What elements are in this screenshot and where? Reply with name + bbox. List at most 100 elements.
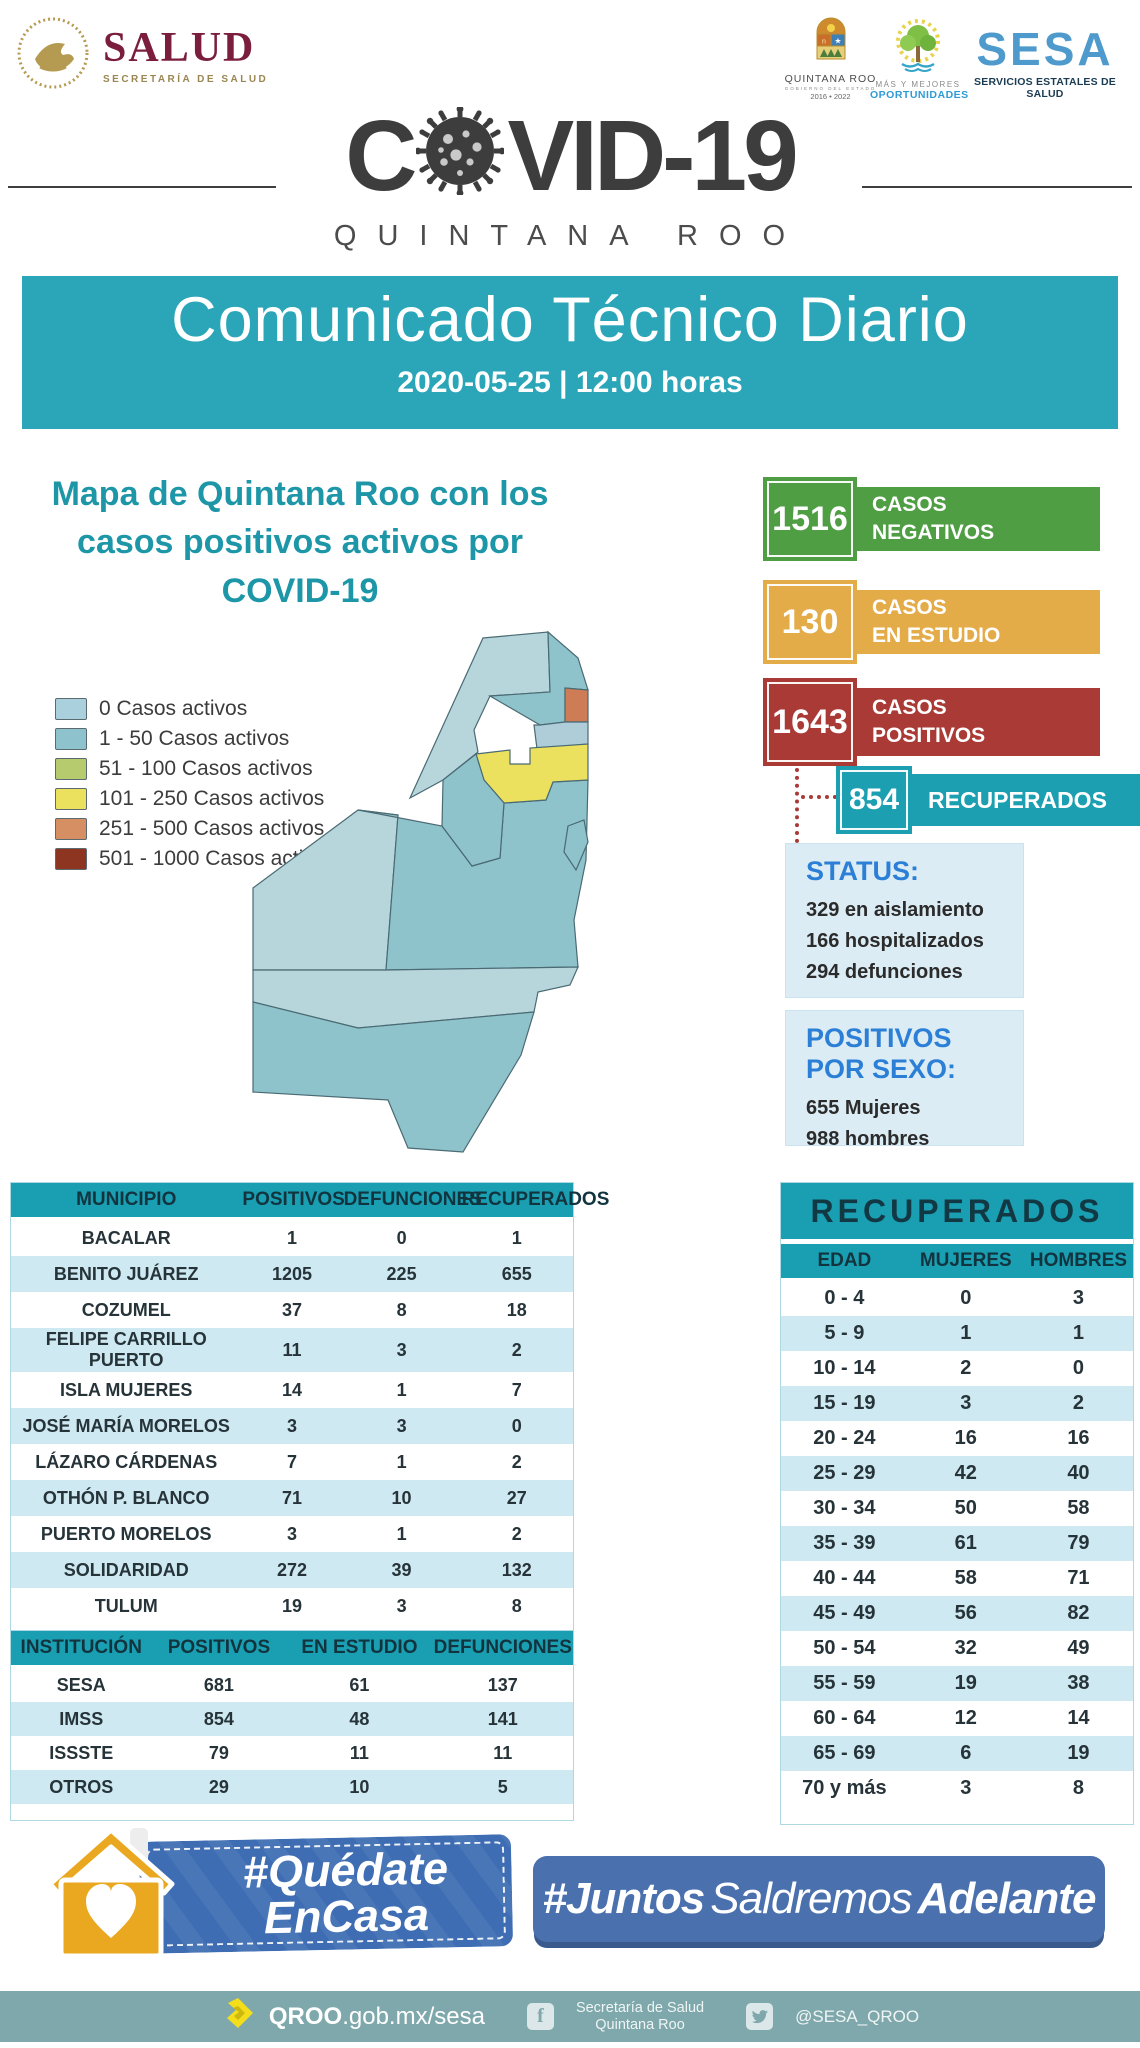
table-cell: 3 xyxy=(342,1408,461,1444)
table-cell: 0 xyxy=(460,1408,573,1444)
table-cell: OTROS xyxy=(11,1770,152,1804)
table-cell: 50 - 54 xyxy=(813,1637,876,1659)
crest-line3: 2016 • 2022 xyxy=(810,92,851,101)
casos-negativos-value: 1516 xyxy=(772,499,848,538)
table-cell: BENITO JUÁREZ xyxy=(11,1256,242,1292)
salud-title: SALUD xyxy=(103,24,256,71)
table-cell: 225 xyxy=(342,1256,461,1292)
table-cell: ISSSTE xyxy=(49,1742,114,1763)
legend-swatch xyxy=(55,728,87,750)
table-cell: LÁZARO CÁRDENAS xyxy=(35,1451,218,1472)
table-cell: 137 xyxy=(487,1674,518,1695)
table-row: SOLIDARIDAD 272 39 132 xyxy=(11,1552,573,1588)
table-cell: 1 xyxy=(396,1523,407,1544)
table-row: ISLA MUJERES 14 1 7 xyxy=(11,1372,573,1408)
table-cell: 30 - 34 xyxy=(813,1497,876,1519)
table-row: COZUMEL 37 8 18 xyxy=(11,1292,573,1328)
table-cell: JOSÉ MARÍA MORELOS xyxy=(11,1408,242,1444)
table-cell: 5 xyxy=(432,1770,573,1804)
table-row: IMSS 854 48 141 xyxy=(11,1702,573,1736)
table-row: 25 - 29 42 40 xyxy=(781,1456,1133,1491)
table-cell: 2 xyxy=(511,1451,522,1472)
recuperados-label: RECUPERADOS xyxy=(872,774,1140,826)
table-cell: 79 xyxy=(208,1742,229,1763)
info-item: 166 hospitalizados xyxy=(806,930,984,953)
table-cell: 2 xyxy=(1023,1386,1133,1421)
covid19-logo: C xyxy=(0,100,1140,212)
table-cell: 2 xyxy=(511,1523,522,1544)
facebook-icon[interactable]: f xyxy=(526,2003,554,2030)
casos-positivos-value: 1643 xyxy=(772,702,848,741)
table-cell: 58 xyxy=(954,1567,977,1589)
covid-logo-c: C xyxy=(345,100,417,212)
column-header: POSITIVOS xyxy=(241,1183,345,1220)
table-cell: 12 xyxy=(954,1707,977,1729)
legend-item: 0 Casos activos xyxy=(55,697,336,721)
table-cell: SESA xyxy=(56,1674,106,1695)
table-cell: 40 - 44 xyxy=(813,1567,876,1589)
table-cell: 854 xyxy=(151,1702,287,1736)
info-item: 294 defunciones xyxy=(806,961,963,984)
table-cell: PUERTO MORELOS xyxy=(40,1523,212,1544)
map-section-title: Mapa de Quintana Roo con los casos posit… xyxy=(51,475,549,610)
banner-datetime: 2020-05-25 | 12:00 horas xyxy=(397,366,743,399)
oportunidades-line1: MÁS Y MEJORES xyxy=(875,80,961,89)
spacer-row xyxy=(781,1806,1133,1824)
table-cell: 3 xyxy=(396,1595,407,1616)
legend-item: 101 - 250 Casos activos xyxy=(55,787,336,811)
qroo-logo-icon xyxy=(221,1997,255,2036)
juntos-hash: #Juntos xyxy=(542,1874,706,1923)
table-cell: 19 xyxy=(281,1595,302,1616)
recuperados-value: 854 xyxy=(848,783,900,816)
column-header: POSITIVOS xyxy=(151,1631,287,1668)
table-cell: 1 xyxy=(396,1451,407,1472)
municipios-table: MUNICIPIO POSITIVOS DEFUNCIONES RECUPERADOS… xyxy=(10,1182,609,1647)
legend-swatch xyxy=(55,848,87,870)
table-row: BACALAR 1 0 1 xyxy=(11,1219,573,1257)
table-cell: 1 xyxy=(396,1379,407,1400)
table-row: 15 - 19 3 2 xyxy=(781,1386,1133,1421)
table-cell: 40 xyxy=(1023,1456,1133,1491)
connector-dotted-vertical xyxy=(795,768,799,843)
table-cell: 58 xyxy=(1067,1497,1090,1519)
table-row: LÁZARO CÁRDENAS 7 1 2 xyxy=(11,1444,573,1480)
table-cell: 16 xyxy=(954,1427,977,1449)
column-header: HOMBRES xyxy=(1023,1244,1133,1281)
table-cell: 2 xyxy=(460,1328,573,1372)
table-row: 35 - 39 61 79 xyxy=(781,1526,1133,1561)
positivos-por-sexo-box: POSITIVOS POR SEXO: 655 Mujeres 988 hombr… xyxy=(785,1010,1024,1150)
banner-title: Comunicado Técnico Diario xyxy=(171,285,969,355)
crest-line1: QUINTANA ROO xyxy=(784,73,877,85)
table-cell: FELIPE CARRILLO PUERTO xyxy=(11,1328,242,1372)
table-cell: 0 xyxy=(960,1287,972,1309)
twitter-icon[interactable] xyxy=(746,2003,774,2030)
table-cell: 3 xyxy=(1072,1287,1084,1309)
footer-site-url[interactable]: QROO.gob.mx/sesa xyxy=(268,2002,485,2030)
region-othon-p-blanco xyxy=(252,1001,535,1153)
footer-bar: QROO.gob.mx/sesa f Secretaría de Salud Qu… xyxy=(0,1991,1140,2042)
twitter-handle: @SESA_QROO xyxy=(795,2006,920,2026)
table-cell: 45 - 49 xyxy=(781,1596,908,1631)
table-row: OTHÓN P. BLANCO 71 10 27 xyxy=(11,1480,573,1516)
table-cell: 5 - 9 xyxy=(781,1316,908,1351)
table-cell: IMSS xyxy=(11,1702,152,1736)
table-cell: 14 xyxy=(1067,1707,1090,1729)
table-cell: 39 xyxy=(342,1552,461,1588)
quedate-line1: #Quédate xyxy=(242,1842,449,1898)
table-cell: 0 xyxy=(396,1227,407,1248)
stay-home-house-icon xyxy=(42,1820,180,1967)
table-cell: 3 xyxy=(960,1777,972,1799)
table-row: 0 - 4 0 3 xyxy=(781,1280,1133,1317)
column-header: INSTITUCIÓN xyxy=(11,1631,152,1668)
table-row: PUERTO MORELOS 3 1 2 xyxy=(11,1516,573,1552)
table-cell: 60 - 64 xyxy=(813,1707,876,1729)
casos-en-estudio-box: 130 xyxy=(763,580,857,664)
column-header: RECUPERADOS xyxy=(460,1183,609,1220)
table-cell: 3 xyxy=(342,1328,461,1372)
info-item: 655 Mujeres xyxy=(806,1097,921,1120)
table-row: SESA 681 61 137 xyxy=(11,1667,573,1703)
table-cell: 27 xyxy=(460,1480,573,1516)
table-cell: 35 - 39 xyxy=(781,1526,908,1561)
